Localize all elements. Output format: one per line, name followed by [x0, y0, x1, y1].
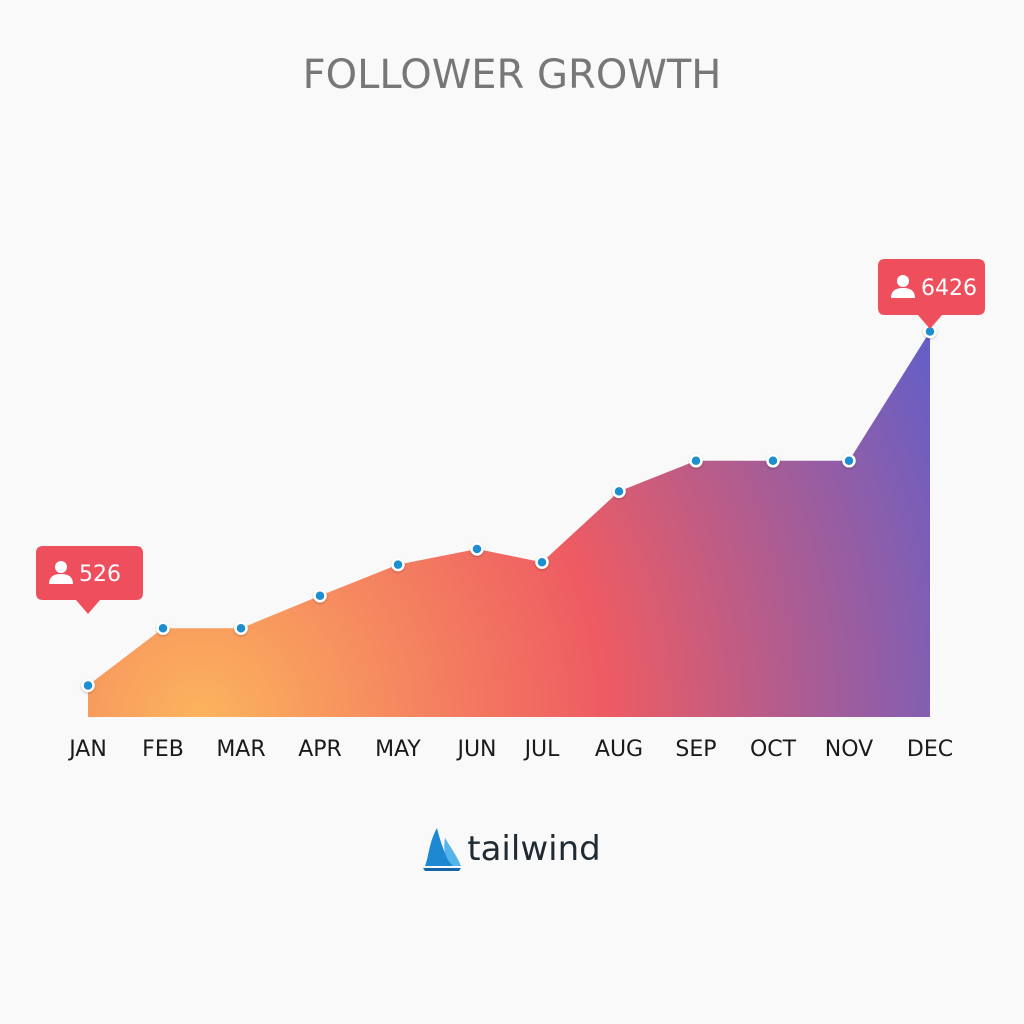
- data-point-nov: [842, 454, 856, 468]
- chart-title: FOLLOWER GROWTH: [302, 52, 722, 98]
- x-tick-label-jun: JUN: [455, 737, 496, 762]
- x-tick-label-jan: JAN: [67, 737, 107, 762]
- data-point-jul: [535, 555, 549, 569]
- x-axis-labels: JAN FEB MAR APR MAY JUN JUL AUG SEP OCT NOV DEC: [67, 737, 953, 762]
- brand-logo: tailwind: [0, 826, 1024, 872]
- x-tick-label-apr: APR: [298, 737, 342, 762]
- callout-start-value: 526: [79, 562, 121, 587]
- brand-name: tailwind: [467, 829, 601, 869]
- data-point-mar: [234, 621, 248, 635]
- x-tick-label-feb: FEB: [142, 737, 184, 762]
- data-point-apr: [313, 589, 327, 603]
- x-tick-label-dec: DEC: [907, 737, 953, 762]
- user-icon: [49, 561, 73, 584]
- callout-start: 526: [36, 546, 143, 614]
- user-icon: [891, 275, 915, 298]
- x-tick-label-mar: MAR: [216, 737, 265, 762]
- x-tick-label-may: MAY: [375, 737, 421, 762]
- data-point-may: [391, 557, 405, 572]
- data-point-aug: [612, 484, 626, 499]
- callout-end-value: 6426: [921, 276, 977, 301]
- sail-icon: [423, 828, 462, 871]
- x-tick-label-sep: SEP: [675, 737, 716, 762]
- x-tick-label-nov: NOV: [825, 737, 873, 762]
- data-points: [81, 324, 937, 693]
- data-point-jun: [470, 542, 484, 556]
- x-tick-label-aug: AUG: [595, 737, 643, 762]
- x-tick-label-oct: OCT: [750, 737, 797, 762]
- data-point-jan: [81, 678, 95, 693]
- x-tick-label-jul: JUL: [523, 737, 561, 762]
- area-fill: [88, 331, 930, 717]
- data-point-feb: [156, 621, 170, 635]
- data-point-oct: [766, 454, 780, 468]
- data-point-sep: [689, 454, 703, 468]
- callout-end: 6426: [878, 259, 985, 329]
